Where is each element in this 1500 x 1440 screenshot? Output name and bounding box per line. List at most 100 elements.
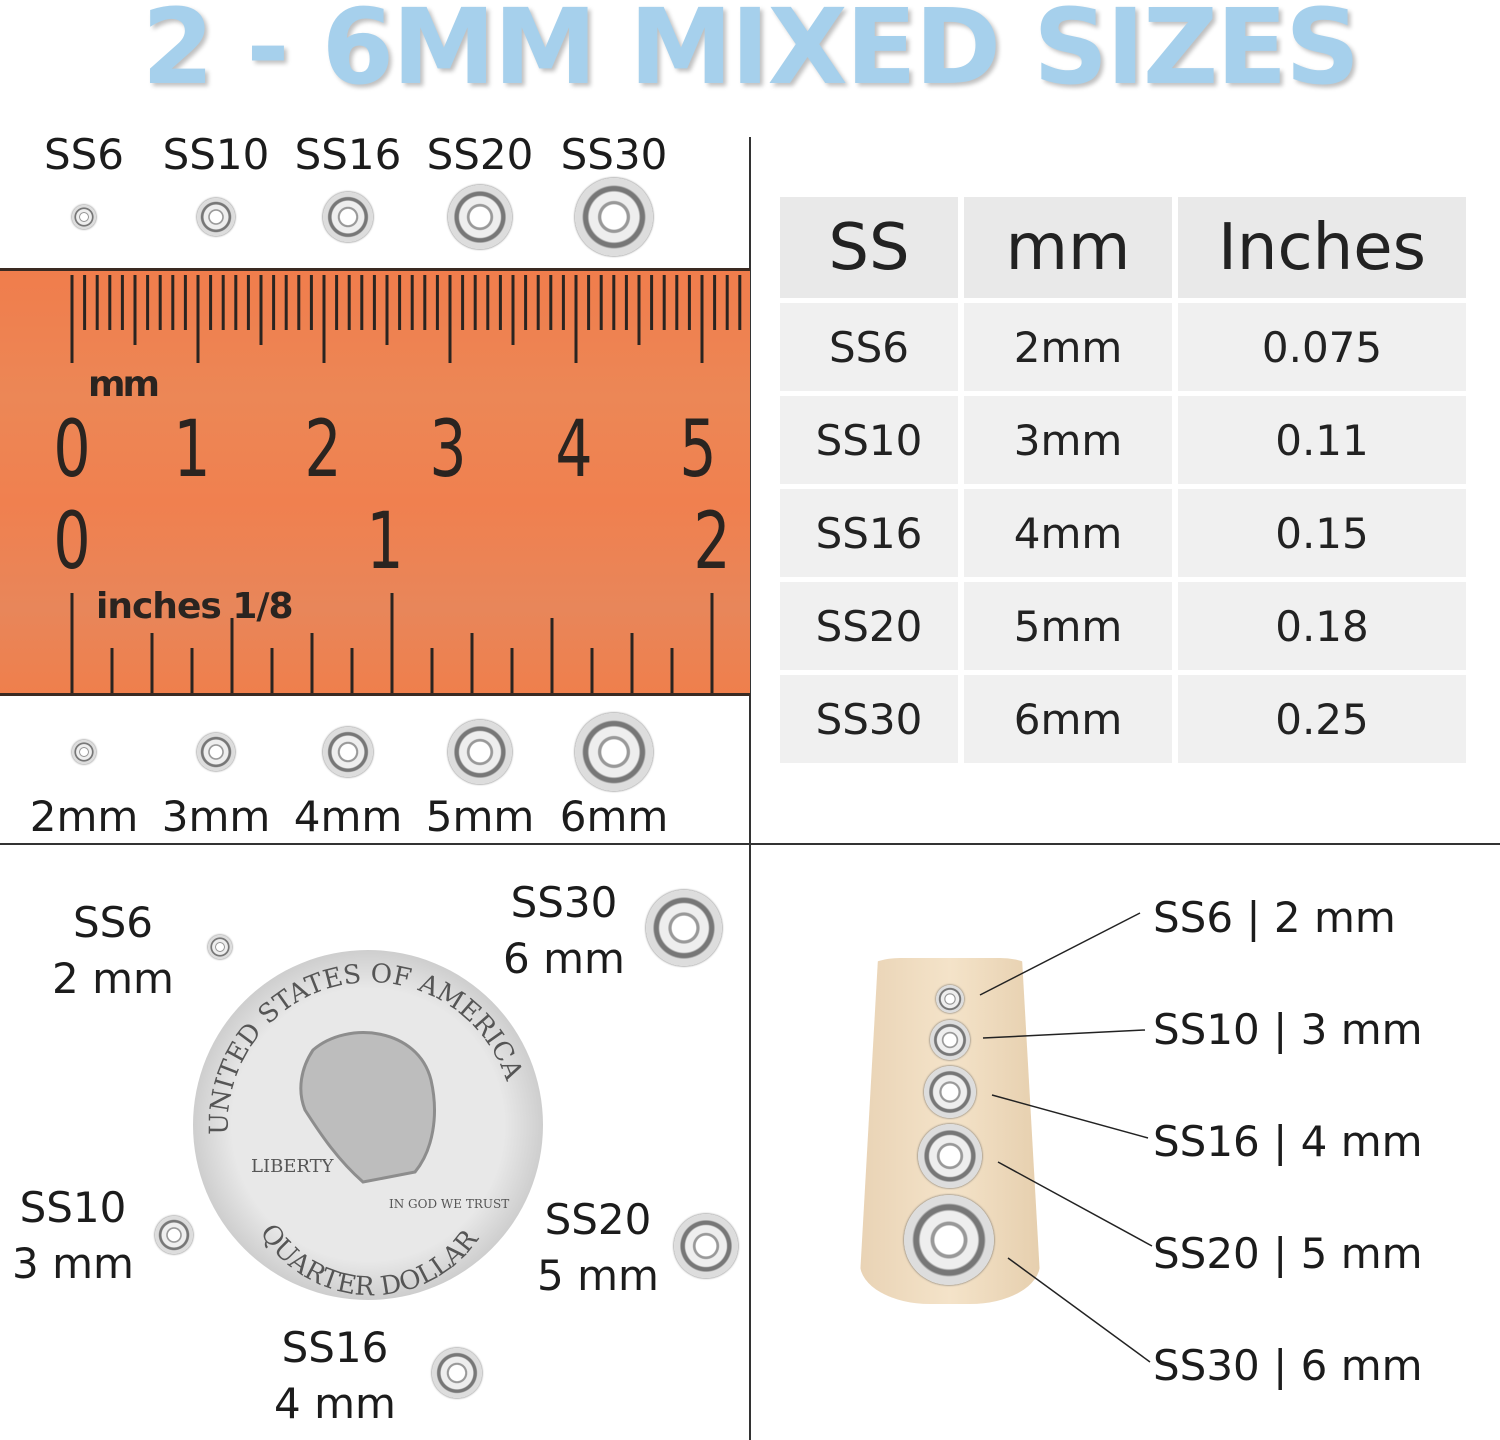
rhinestone-icon	[646, 890, 722, 966]
ruler-unit-mm: mm	[88, 364, 160, 405]
ruler-mark: 2	[304, 405, 342, 495]
size-label-ss30: SS30	[560, 130, 668, 179]
size-label-ss6: SS6	[43, 130, 125, 179]
rhinestone-icon	[936, 985, 964, 1013]
size-label-ss16: SS16	[294, 130, 402, 179]
ruler-unit-inches: inches 1/8	[96, 586, 294, 627]
cell: 0.075	[1178, 303, 1466, 391]
label-mm: 5 mm	[537, 1251, 659, 1300]
cell: 4mm	[964, 489, 1172, 577]
cell: SS20	[780, 582, 958, 670]
table-row: SS6 2mm 0.075	[780, 303, 1466, 391]
washington-portrait	[299, 1031, 436, 1184]
ruler-mark: 0	[53, 497, 91, 587]
nail-label: SS6 | 2 mm	[1153, 893, 1396, 942]
cell: 0.25	[1178, 675, 1466, 763]
coin-label-ss20: SS20 5 mm	[498, 1192, 698, 1304]
coin-text: IN GOD WE TRUST	[389, 1197, 509, 1211]
label-mm: 6 mm	[503, 934, 625, 983]
nail-label: SS20 | 5 mm	[1153, 1229, 1423, 1278]
cell: SS16	[780, 489, 958, 577]
cell: SS30	[780, 675, 958, 763]
mm-label: 6mm	[559, 792, 669, 841]
mm-label: 4mm	[293, 792, 403, 841]
rhinestone-icon	[575, 713, 653, 791]
rhinestone-icon	[448, 185, 512, 249]
rhinestone-icon	[918, 1124, 982, 1188]
leader-line	[991, 1094, 1149, 1139]
size-table: SS mm Inches SS6 2mm 0.075 SS10 3mm 0.11 SS16 4…	[774, 192, 1472, 768]
rhinestone-icon	[155, 1216, 193, 1254]
vertical-divider	[749, 137, 751, 1440]
leader-line	[1007, 1257, 1151, 1363]
cell: 6mm	[964, 675, 1172, 763]
rhinestone-icon	[72, 205, 96, 229]
rhinestone-icon	[930, 1020, 970, 1060]
nail-label: SS30 | 6 mm	[1153, 1341, 1423, 1390]
mm-label: 3mm	[161, 792, 271, 841]
ruler-mark: 5	[679, 405, 717, 495]
rhinestone-icon	[448, 720, 512, 784]
rhinestone-icon	[904, 1195, 994, 1285]
coin-label-ss10: SS10 3 mm	[0, 1180, 173, 1292]
cell: SS6	[780, 303, 958, 391]
table-row: SS20 5mm 0.18	[780, 582, 1466, 670]
cell: 0.15	[1178, 489, 1466, 577]
horizontal-divider	[0, 843, 1500, 845]
rhinestone-icon	[72, 740, 96, 764]
ruler-mark: 1	[366, 497, 404, 587]
cell: 0.18	[1178, 582, 1466, 670]
label-ss: SS6	[72, 898, 154, 947]
label-ss: SS20	[544, 1195, 652, 1244]
rhinestone-icon	[323, 192, 373, 242]
size-label-ss10: SS10	[162, 130, 270, 179]
ruler-mark: 1	[173, 405, 211, 495]
rhinestone-icon	[674, 1214, 738, 1278]
cell: 2mm	[964, 303, 1172, 391]
mm-label: 2mm	[29, 792, 139, 841]
ruler-mark: 4	[555, 405, 593, 495]
nail-label: SS10 | 3 mm	[1153, 1005, 1423, 1054]
ruler: mm 0 1 2 3 4 5 0 1 2 inches 1/8	[0, 268, 750, 696]
rhinestone-icon	[575, 178, 653, 256]
leader-line	[982, 1029, 1146, 1039]
nail-label: SS16 | 4 mm	[1153, 1117, 1423, 1166]
cell: 5mm	[964, 582, 1172, 670]
label-mm: 2 mm	[52, 954, 174, 1003]
ruler-ticks	[70, 275, 742, 693]
ruler-mark: 0	[53, 405, 91, 495]
coin-label-ss30: SS30 6 mm	[464, 875, 664, 987]
ruler-mark: 3	[429, 405, 467, 495]
label-ss: SS16	[281, 1323, 389, 1372]
label-ss: SS30	[510, 878, 618, 927]
table-row: SS30 6mm 0.25	[780, 675, 1466, 763]
leader-line	[997, 1161, 1153, 1247]
coin-label-ss6: SS6 2 mm	[13, 895, 213, 1007]
coin-engraving: UNITED STATES OF AMERICA QUARTER DOLLAR …	[205, 959, 529, 1300]
header-ss: SS	[780, 197, 958, 298]
rhinestone-icon	[208, 935, 232, 959]
leader-line	[979, 912, 1141, 996]
rhinestone-icon	[323, 727, 373, 777]
label-ss: SS10	[19, 1183, 127, 1232]
label-mm: 3 mm	[12, 1239, 134, 1288]
mm-label: 5mm	[425, 792, 535, 841]
table-header: SS mm Inches	[780, 197, 1466, 298]
table-row: SS10 3mm 0.11	[780, 396, 1466, 484]
page-title: 2 - 6MM MIXED SIZES	[141, 0, 1360, 108]
header-inches: Inches	[1178, 197, 1466, 298]
size-label-ss20: SS20	[426, 130, 534, 179]
rhinestone-icon	[197, 733, 235, 771]
rhinestone-icon	[197, 198, 235, 236]
header-mm: mm	[964, 197, 1172, 298]
table-row: SS16 4mm 0.15	[780, 489, 1466, 577]
coin-text: LIBERTY	[251, 1156, 335, 1177]
ruler-mark: 2	[693, 497, 731, 587]
quarter-coin: UNITED STATES OF AMERICA QUARTER DOLLAR …	[193, 950, 543, 1300]
rhinestone-icon	[432, 1348, 482, 1398]
cell: 3mm	[964, 396, 1172, 484]
rhinestone-icon	[924, 1066, 976, 1118]
cell: SS10	[780, 396, 958, 484]
label-mm: 4 mm	[274, 1379, 396, 1428]
